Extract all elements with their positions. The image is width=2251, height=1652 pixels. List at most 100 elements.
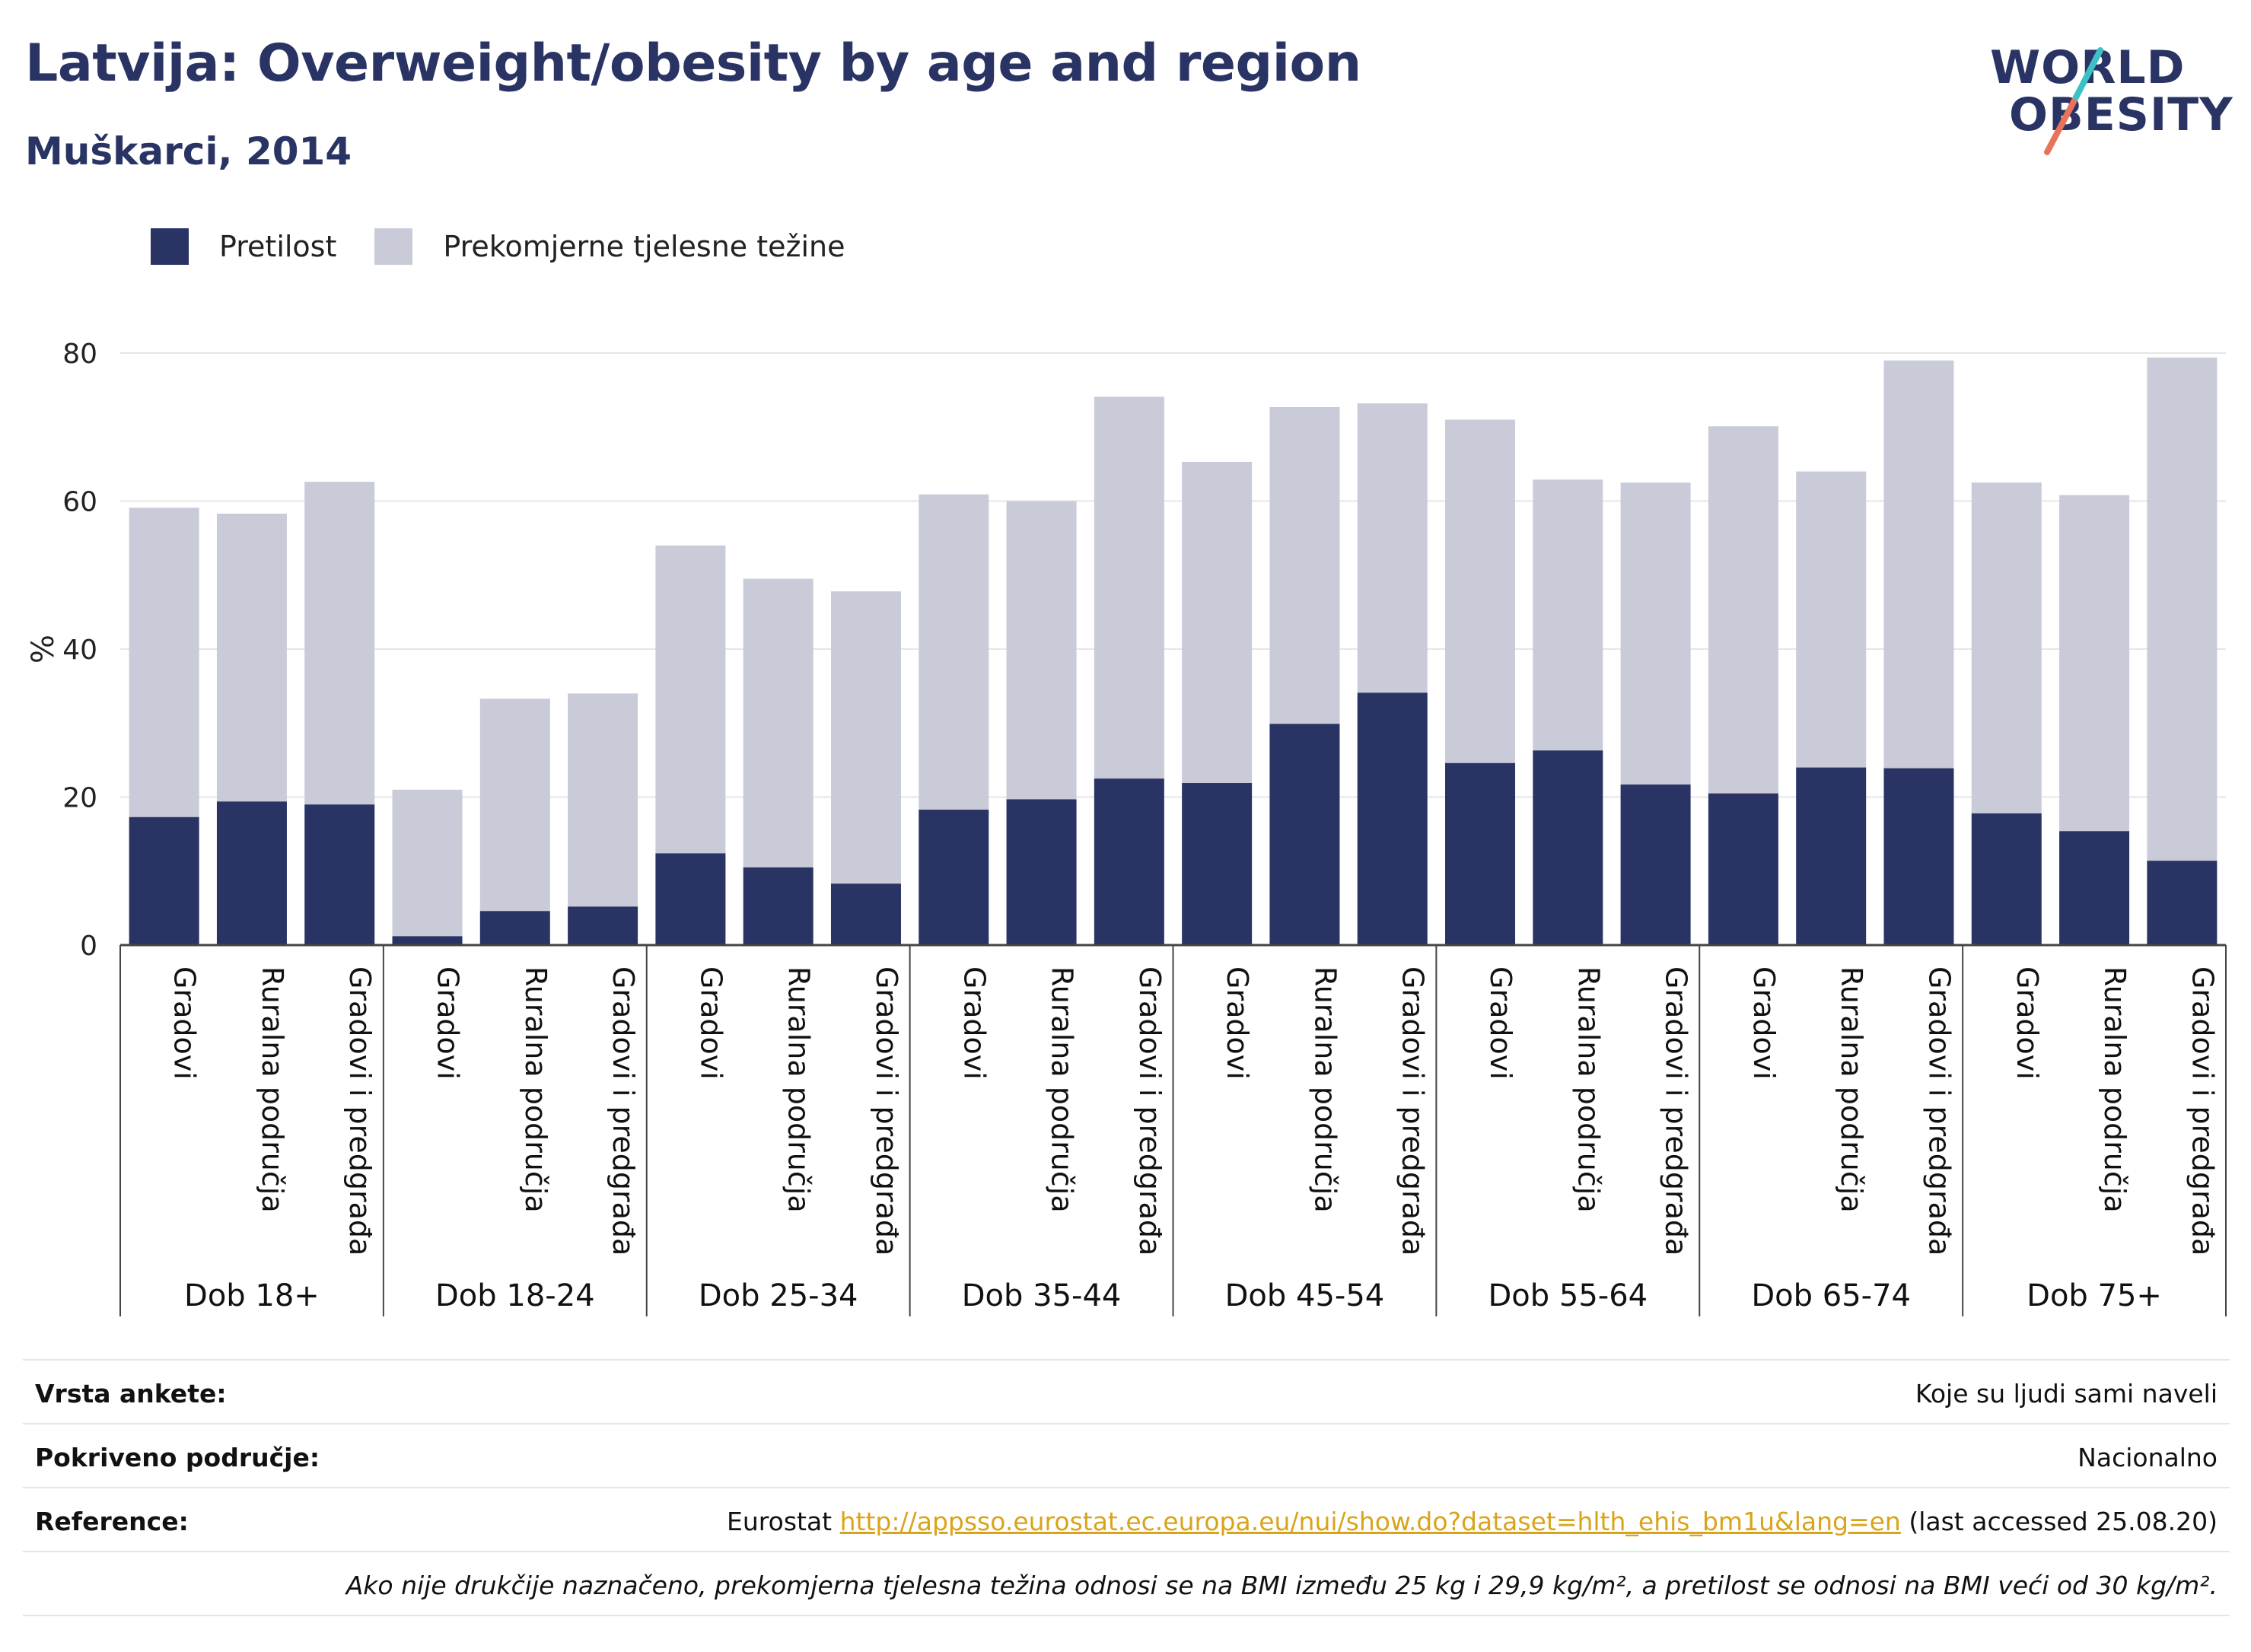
x-tick-label-10: Ruralna područja — [1046, 966, 1079, 1213]
bar-overweight-16 — [1533, 479, 1603, 751]
bar-obesity-23 — [2147, 861, 2218, 945]
bar-obesity-22 — [2059, 831, 2130, 945]
bar-overweight-21 — [1971, 482, 2042, 813]
info-row-note: Ako nije drukčije naznačeno, prekomjerna… — [23, 1551, 2230, 1616]
x-tick-label-9: Gradovi — [957, 966, 991, 1080]
y-axis-label: % — [26, 635, 61, 664]
group-label-5: Dob 55-64 — [1488, 1278, 1648, 1313]
survey-type-value: Koje su ljudi sami naveli — [1915, 1379, 2218, 1408]
x-tick-label-19: Ruralna područja — [1835, 966, 1868, 1213]
bar-overweight-15 — [1445, 419, 1516, 763]
y-tick-label-40: 40 — [62, 635, 97, 666]
group-label-7: Dob 75+ — [2027, 1278, 2162, 1313]
group-label-6: Dob 65-74 — [1751, 1278, 1911, 1313]
x-tick-label-1: Ruralna područja — [256, 966, 289, 1213]
bar-overweight-22 — [2059, 495, 2130, 832]
x-tick-label-18: Gradovi — [1747, 966, 1781, 1080]
group-label-1: Dob 18-24 — [435, 1278, 595, 1313]
bar-overweight-5 — [568, 693, 638, 907]
x-tick-label-7: Ruralna područja — [782, 966, 816, 1213]
bar-overweight-1 — [216, 514, 287, 802]
bar-overweight-20 — [1883, 360, 1954, 769]
x-tick-label-20: Gradovi i predgrađa — [1922, 966, 1956, 1256]
bar-obesity-2 — [304, 804, 375, 945]
group-label-4: Dob 45-54 — [1225, 1278, 1385, 1313]
survey-type-label: Vrsta ankete: — [35, 1379, 227, 1408]
bar-obesity-5 — [568, 906, 638, 945]
bar-overweight-17 — [1620, 482, 1691, 785]
y-tick-label-0: 0 — [80, 931, 97, 962]
x-tick-label-8: Gradovi i predgrađa — [870, 966, 903, 1256]
bar-obesity-11 — [1094, 778, 1164, 945]
bar-overweight-9 — [919, 494, 989, 810]
x-tick-label-14: Gradovi i predgrađa — [1396, 966, 1430, 1256]
legend-item-obesity: Pretilost — [151, 228, 336, 265]
x-tick-label-12: Gradovi — [1221, 966, 1254, 1080]
reference-label: Reference: — [35, 1507, 189, 1536]
bar-obesity-6 — [655, 853, 726, 945]
bar-obesity-3 — [392, 936, 463, 945]
x-tick-label-16: Ruralna područja — [1571, 966, 1605, 1213]
legend-label-overweight: Prekomjerne tjelesne težine — [443, 230, 845, 263]
bar-overweight-8 — [830, 591, 901, 884]
bar-overweight-0 — [129, 508, 199, 817]
x-tick-label-23: Gradovi i predgrađa — [2186, 966, 2219, 1256]
bar-obesity-12 — [1182, 783, 1253, 945]
bar-obesity-21 — [1971, 813, 2042, 945]
bar-obesity-8 — [830, 883, 901, 945]
chart-title: Latvija: Overweight/obesity by age and r… — [25, 33, 1361, 94]
bar-obesity-15 — [1445, 762, 1516, 945]
bar-overweight-11 — [1094, 396, 1164, 779]
legend-item-overweight: Prekomjerne tjelesne težine — [374, 228, 845, 265]
bar-obesity-1 — [216, 801, 287, 945]
x-tick-label-2: Gradovi i predgrađa — [343, 966, 377, 1256]
bar-overweight-4 — [479, 699, 550, 912]
reference-value: Eurostat http://appsso.eurostat.ec.europ… — [727, 1507, 2218, 1536]
reference-link[interactable]: http://appsso.eurostat.ec.europa.eu/nui/… — [839, 1507, 1901, 1536]
bar-overweight-18 — [1708, 426, 1778, 794]
bar-obesity-4 — [479, 911, 550, 945]
bar-overweight-7 — [743, 578, 813, 867]
bar-overweight-14 — [1357, 403, 1428, 693]
bar-obesity-9 — [919, 810, 989, 945]
info-row-survey-type: Vrsta ankete: Koje su ljudi sami naveli — [23, 1359, 2230, 1423]
reference-prefix: Eurostat — [727, 1507, 833, 1536]
bar-obesity-16 — [1533, 750, 1603, 945]
x-tick-label-3: Gradovi — [431, 966, 465, 1080]
bar-obesity-17 — [1620, 784, 1691, 945]
chart-subtitle: Muškarci, 2014 — [25, 129, 352, 173]
bar-obesity-0 — [129, 816, 199, 945]
bar-overweight-12 — [1182, 461, 1253, 784]
x-tick-label-0: Gradovi — [168, 966, 202, 1080]
x-tick-label-22: Ruralna područja — [2098, 966, 2132, 1213]
x-tick-label-21: Gradovi — [2011, 966, 2044, 1080]
bar-overweight-19 — [1796, 471, 1867, 768]
bar-overweight-6 — [655, 545, 726, 854]
x-tick-label-4: Ruralna područja — [519, 966, 552, 1213]
bar-obesity-13 — [1269, 724, 1340, 945]
group-label-3: Dob 35-44 — [962, 1278, 1122, 1313]
bar-overweight-10 — [1006, 501, 1077, 800]
x-tick-label-5: Gradovi i predgrađa — [607, 966, 640, 1256]
info-table: Vrsta ankete: Koje su ljudi sami naveli … — [23, 1359, 2230, 1616]
group-label-0: Dob 18+ — [184, 1278, 320, 1313]
logo-line-2: OBESITY — [2009, 88, 2233, 142]
coverage-label: Pokriveno područje: — [35, 1443, 320, 1472]
bar-obesity-18 — [1708, 793, 1778, 945]
y-tick-label-60: 60 — [62, 487, 97, 518]
bmi-note: Ako nije drukčije naznačeno, prekomjerna… — [345, 1571, 2218, 1600]
coverage-value: Nacionalno — [2077, 1443, 2218, 1472]
logo-slash-icon — [2044, 47, 2103, 155]
y-tick-label-20: 20 — [62, 783, 97, 814]
bar-obesity-14 — [1357, 692, 1428, 945]
bar-obesity-10 — [1006, 799, 1077, 945]
info-row-reference: Reference: Eurostat http://appsso.eurost… — [23, 1487, 2230, 1551]
bar-obesity-7 — [743, 867, 813, 945]
bar-chart: 0 20 40 60 80% Gradovi Ruralna područja Gradovi… — [26, 339, 2227, 1316]
group-label-2: Dob 25-34 — [699, 1278, 858, 1313]
legend-swatch-overweight — [374, 228, 413, 265]
x-tick-label-13: Ruralna područja — [1308, 966, 1342, 1213]
bar-overweight-3 — [392, 789, 463, 937]
bar-overweight-2 — [304, 482, 375, 805]
bar-obesity-20 — [1883, 768, 1954, 945]
